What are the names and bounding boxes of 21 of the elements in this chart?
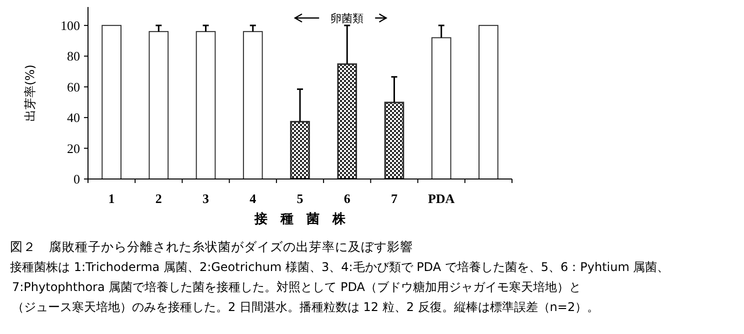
- x-tick-label: PDA: [428, 191, 456, 206]
- y-tick-label: 0: [74, 172, 80, 187]
- y-tick-label: 40: [67, 110, 80, 126]
- y-tick-label: 80: [67, 48, 80, 64]
- x-axis-title: 接 種 菌 株: [254, 211, 346, 227]
- x-tick-label: 3: [202, 191, 210, 206]
- text: 図２ 腐敗種子から分離された糸状菌がダイズの出芽率に及ぼす影響: [10, 239, 413, 254]
- text: （ジュース寒天培地）のみを接種した。2 日間湛水。播種粒数は 12 粒、2 反復。縦棒は標準誤差（n=2）。: [12, 300, 600, 314]
- y-tick-label: 100: [60, 18, 80, 33]
- annotation: 卵菌類: [330, 12, 364, 25]
- y-axis-title: 出芽率(%): [23, 64, 37, 122]
- x-tick-label: 7: [390, 191, 398, 206]
- y-tick-label: 60: [67, 79, 80, 94]
- x-tick-label: 6: [344, 191, 351, 206]
- y-tick-label: 20: [67, 140, 80, 156]
- text: 接種菌株は 1:Trichoderma 属菌、2:Geotrichum 様菌、3、4:毛かび類で PDA で培養した菌を、5、6：Pyhtium 属菌、: [10, 260, 670, 274]
- x-tick-label: 2: [155, 191, 162, 206]
- text: 7:Phytophthora 属菌で培養した菌を接種した。対照として PDA（ブドウ糖加用ジャガイモ寒天培地）と: [12, 280, 581, 294]
- x-tick-label: 1: [108, 191, 115, 206]
- x-tick-label: 4: [250, 191, 257, 206]
- x-tick-label: 5: [296, 191, 304, 206]
